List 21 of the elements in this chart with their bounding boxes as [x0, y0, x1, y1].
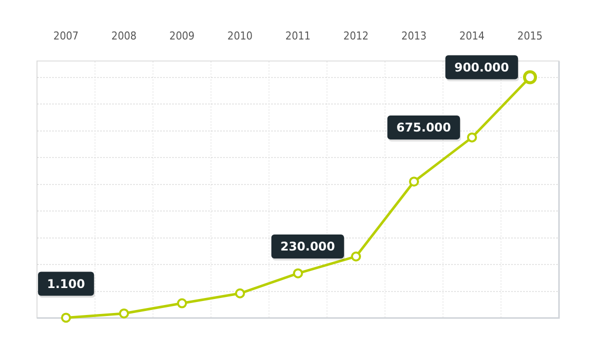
- x-tick-label: 2011: [285, 29, 311, 42]
- point: [235, 288, 245, 298]
- point: [61, 312, 71, 323]
- x-tick-label: 2015: [517, 29, 543, 42]
- point: [409, 176, 419, 187]
- x-tick-label: 2008: [111, 29, 137, 42]
- point: [351, 251, 361, 262]
- x-tick-label: 2010: [227, 29, 253, 42]
- data-label: 1.100: [47, 276, 85, 291]
- x-tick-label: 2014: [459, 29, 485, 42]
- data-label: 230.000: [280, 240, 335, 254]
- data-label: 900.000: [454, 60, 509, 74]
- point: [177, 298, 187, 308]
- x-tick-label: 2007: [53, 29, 79, 42]
- point: [293, 268, 303, 278]
- x-tick-label: 2012: [343, 29, 369, 42]
- point: [467, 132, 477, 142]
- point: [119, 308, 129, 318]
- x-tick-label: 2009: [169, 29, 195, 42]
- x-tick-label: 2013: [401, 29, 427, 42]
- data-label: 675.000: [396, 120, 451, 135]
